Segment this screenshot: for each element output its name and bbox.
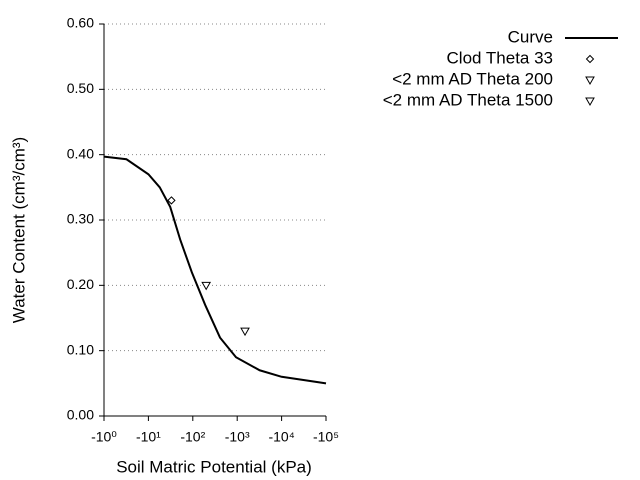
y-tick-label: 0.10: [67, 341, 94, 357]
y-tick-label: 0.20: [67, 276, 94, 292]
y-tick-label: 0.60: [67, 15, 94, 31]
y-tick-label: 0.40: [67, 145, 94, 161]
data-point: [240, 327, 250, 337]
x-tick-label: -10²: [180, 429, 205, 445]
y-tick-label: 0.50: [67, 80, 94, 96]
legend-swatch: [585, 97, 595, 107]
x-tick-label: -10¹: [136, 429, 161, 445]
x-tick-label: -10⁰: [91, 429, 117, 445]
legend-label: <2 mm AD Theta 200: [392, 69, 553, 88]
legend-swatch: [585, 54, 595, 64]
legend-label: <2 mm AD Theta 1500: [383, 90, 553, 109]
legend-label: Curve: [508, 27, 553, 46]
curve-line: [103, 155, 327, 385]
legend-swatch: [585, 76, 595, 86]
legend-label: Clod Theta 33: [447, 48, 553, 67]
data-point: [201, 281, 212, 291]
x-tick-label: -10⁵: [313, 429, 339, 445]
x-tick-label: -10⁴: [268, 429, 294, 445]
data-point: [167, 196, 176, 205]
y-tick-label: 0.00: [67, 407, 94, 423]
y-tick-label: 0.30: [67, 211, 94, 227]
x-tick-label: -10³: [225, 429, 250, 445]
y-axis-title: Water Content (cm³/cm³): [9, 137, 28, 323]
x-axis-title: Soil Matric Potential (kPa): [116, 457, 312, 476]
